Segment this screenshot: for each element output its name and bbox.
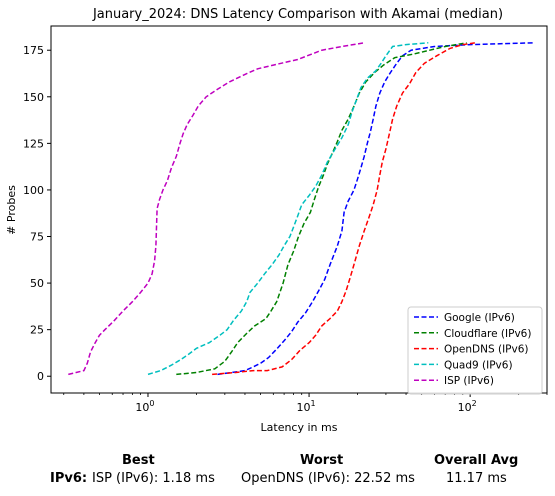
y-axis-label: # Probes bbox=[5, 185, 18, 235]
x-tick-label: 101 bbox=[297, 399, 316, 414]
series-line-cloudflare-ipv6 bbox=[176, 42, 467, 376]
ipv6-row-label: IPv6: bbox=[50, 471, 88, 486]
legend: Google (IPv6) Cloudflare (IPv6) OpenDNS (I… bbox=[407, 306, 543, 395]
legend-label: Cloudflare (IPv6) bbox=[444, 328, 531, 340]
latency-cdf-chart: January_2024: DNS Latency Comparison wit… bbox=[5, 7, 548, 434]
y-tick-label: 50 bbox=[30, 277, 44, 290]
y-tick-label: 25 bbox=[30, 324, 44, 337]
series-line-isp-ipv6 bbox=[68, 42, 365, 376]
y-tick-label: 150 bbox=[23, 91, 44, 104]
worst-header: Worst bbox=[300, 453, 344, 468]
legend-label: ISP (IPv6) bbox=[444, 375, 494, 387]
legend-label: OpenDNS (IPv6) bbox=[444, 344, 529, 356]
series-line-google-ipv6 bbox=[217, 42, 535, 376]
y-tick-label: 125 bbox=[23, 137, 44, 150]
y-tick-label: 100 bbox=[23, 184, 44, 197]
best-header: Best bbox=[122, 453, 155, 468]
x-tick-label: 102 bbox=[458, 399, 477, 414]
summary-table: Best Worst Overall Avg IPv6: ISP (IPv6):… bbox=[0, 448, 555, 496]
series-line-opendns-ipv6 bbox=[212, 42, 476, 376]
x-tick-label: 100 bbox=[135, 399, 154, 414]
legend-label: Google (IPv6) bbox=[444, 312, 515, 324]
worst-value: OpenDNS (IPv6): 22.52 ms bbox=[241, 471, 415, 486]
y-tick-label: 75 bbox=[30, 231, 44, 244]
overall-avg-value: 11.17 ms bbox=[446, 471, 507, 486]
chart-title: January_2024: DNS Latency Comparison wit… bbox=[92, 7, 503, 22]
legend-label: Quad9 (IPv6) bbox=[444, 359, 513, 371]
y-tick-label: 175 bbox=[23, 44, 44, 57]
series-line-quad9-ipv6 bbox=[147, 42, 429, 376]
x-axis-label: Latency in ms bbox=[261, 421, 338, 434]
plot-frame bbox=[50, 25, 548, 394]
best-value: ISP (IPv6): 1.18 ms bbox=[92, 471, 215, 486]
legend-box bbox=[407, 306, 543, 395]
y-tick-label: 0 bbox=[37, 370, 44, 383]
overall-avg-header: Overall Avg bbox=[434, 453, 519, 468]
